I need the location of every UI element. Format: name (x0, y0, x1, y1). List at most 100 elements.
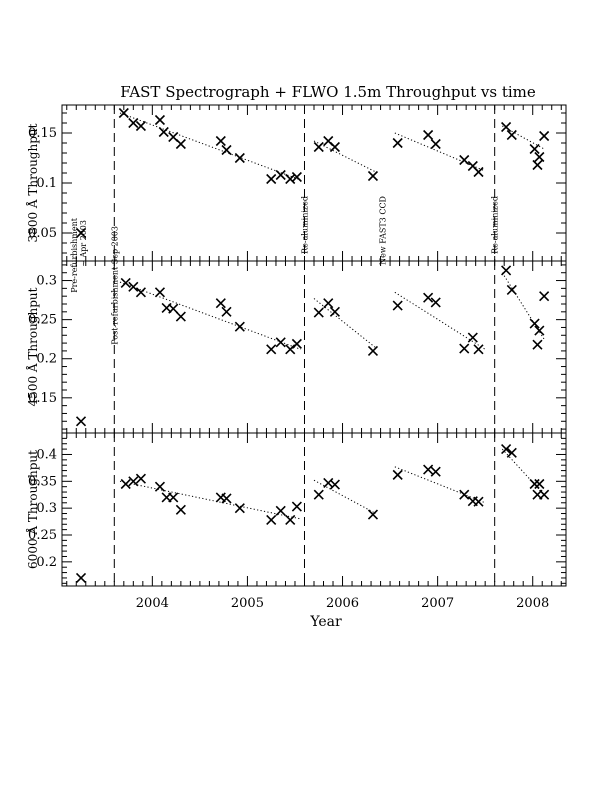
panel-3-data-point (430, 466, 441, 477)
panel-3-data-point (329, 479, 340, 490)
panel-1-data-point (75, 227, 87, 239)
panel-1-data-point (291, 171, 302, 183)
panel-2-data-point (506, 284, 517, 295)
panel-3-data-point (234, 503, 245, 514)
panel-3-data-point (75, 572, 87, 584)
panel-2-y-tick-label: 0.25 (28, 313, 57, 328)
panel-3-data-point (135, 473, 146, 484)
panel-1-data-point (221, 144, 232, 156)
pre-refurb-annotation: Pre-refurbishment (70, 217, 79, 293)
panel-2-data-point (459, 343, 470, 354)
panel-3-y-tick-label: 0.25 (28, 528, 57, 543)
panel-2-data-point (154, 287, 166, 298)
panel-2-data-point (285, 344, 296, 355)
panel-2-data-point (539, 291, 550, 302)
panel-2-data-point (234, 321, 245, 332)
panel-3-data-point (473, 496, 484, 507)
panel-3-y-tick-label: 0.2 (36, 555, 57, 570)
panel-2-data-point (367, 345, 379, 356)
panel-2-trend-line (394, 291, 486, 350)
panel-2-data-point (532, 339, 543, 350)
panel-3-data-point (275, 505, 286, 516)
new-ccd-annotation: New FAST3 CCD (378, 196, 387, 265)
panel-3-data-point (168, 492, 179, 503)
panel-3-data-point (392, 469, 403, 480)
panel-2-y-tick-label: 0.2 (36, 352, 57, 367)
panel-1-data-point (534, 151, 545, 163)
panel-3-trend-line (119, 480, 301, 520)
panel-3-data-point (175, 504, 186, 515)
panel-2-data-point (221, 306, 232, 317)
panel-1-trend-line (394, 132, 486, 172)
panel-1-data-point (158, 126, 169, 138)
post-refurb-annotation: Post-refurbishment Sep 2003 (110, 226, 119, 345)
panel-2-data-point (128, 281, 139, 292)
panel-3-data-point (459, 489, 470, 500)
panel-1-y-axis-label: 3800 Å Throughput (25, 123, 40, 242)
panel-1-y-tick-label: 0.1 (36, 176, 57, 191)
panel-3-data-point (506, 447, 517, 458)
panel-3-data-point (539, 489, 550, 500)
panel-3-data-point (221, 493, 232, 504)
x-tick-label: 2007 (421, 596, 454, 611)
panel-1-data-point (473, 166, 484, 178)
panel-3-y-tick-label: 0.4 (36, 447, 57, 462)
panel-1-data-point (175, 138, 186, 150)
x-tick-label: 2008 (516, 596, 549, 611)
panel-3-data-point (313, 489, 324, 500)
panel-2-data-point (423, 292, 434, 303)
panel-3-data-point (285, 514, 296, 526)
panel-3-y-axis-label: 6000 Å Throughput (25, 450, 40, 569)
panel-2-data-point (392, 300, 403, 311)
panel-1-data-point (539, 130, 550, 142)
realuminized-annotation: Re-aluminized (491, 196, 500, 254)
realuminized-annotation: Re-aluminized (300, 196, 309, 254)
panel-3-data-point (423, 464, 434, 475)
panel-2-data-point (275, 337, 286, 348)
panel-2-trend-line (313, 298, 377, 349)
panel-2-frame (61, 260, 567, 434)
panel-1-data-point (329, 141, 340, 153)
panel-1-data-point (128, 117, 139, 129)
panel-3-trend-line (313, 479, 377, 514)
panel-2-data-point (323, 298, 334, 309)
panel-3-data-point (367, 509, 379, 520)
panel-3-frame (61, 432, 567, 587)
panel-1-data-point (135, 120, 146, 132)
panel-1-data-point (234, 152, 245, 164)
panel-2-data-point (75, 416, 87, 427)
panel-1-data-point (275, 169, 286, 181)
panel-2-data-point (467, 332, 478, 343)
panel-3-data-point (266, 514, 277, 526)
panel-3-data-point (128, 476, 139, 487)
panel-2-data-point (313, 307, 324, 318)
panel-2-y-tick-label: 0.15 (28, 391, 57, 406)
panel-2-y-tick-label: 0.3 (36, 274, 57, 289)
panel-3-y-tick-label: 0.3 (36, 501, 57, 516)
panel-2-data-point (135, 287, 146, 298)
panel-2-data-point (529, 318, 540, 329)
panel-2-data-point (291, 338, 302, 349)
panel-1-trend-line (119, 112, 301, 181)
panel-1-y-tick-label: 0.05 (28, 226, 57, 241)
panel-2-data-point (168, 303, 179, 314)
panel-3-data-point (154, 481, 166, 492)
panel-1-data-point (459, 154, 470, 166)
panel-1-data-point (501, 121, 512, 133)
panel-2-y-axis-label: 4500 Å Throughput (25, 287, 40, 406)
panel-1-data-point (154, 114, 166, 126)
panel-3-data-point (323, 477, 334, 488)
panel-1-trend-line (313, 140, 377, 173)
panel-3-data-point (534, 478, 545, 490)
panel-2-data-point (473, 344, 484, 355)
panel-3-data-point (291, 501, 302, 512)
panel-2-data-point (534, 325, 545, 336)
panel-2-data-point (175, 311, 186, 322)
x-axis-label: Year (309, 614, 342, 630)
pre-refurb-date-annotation: ~ Apr 2003 (79, 220, 88, 267)
panel-1-data-point (506, 129, 517, 141)
panel-2-trend-line (501, 272, 545, 340)
panel-1-data-point (532, 159, 543, 171)
